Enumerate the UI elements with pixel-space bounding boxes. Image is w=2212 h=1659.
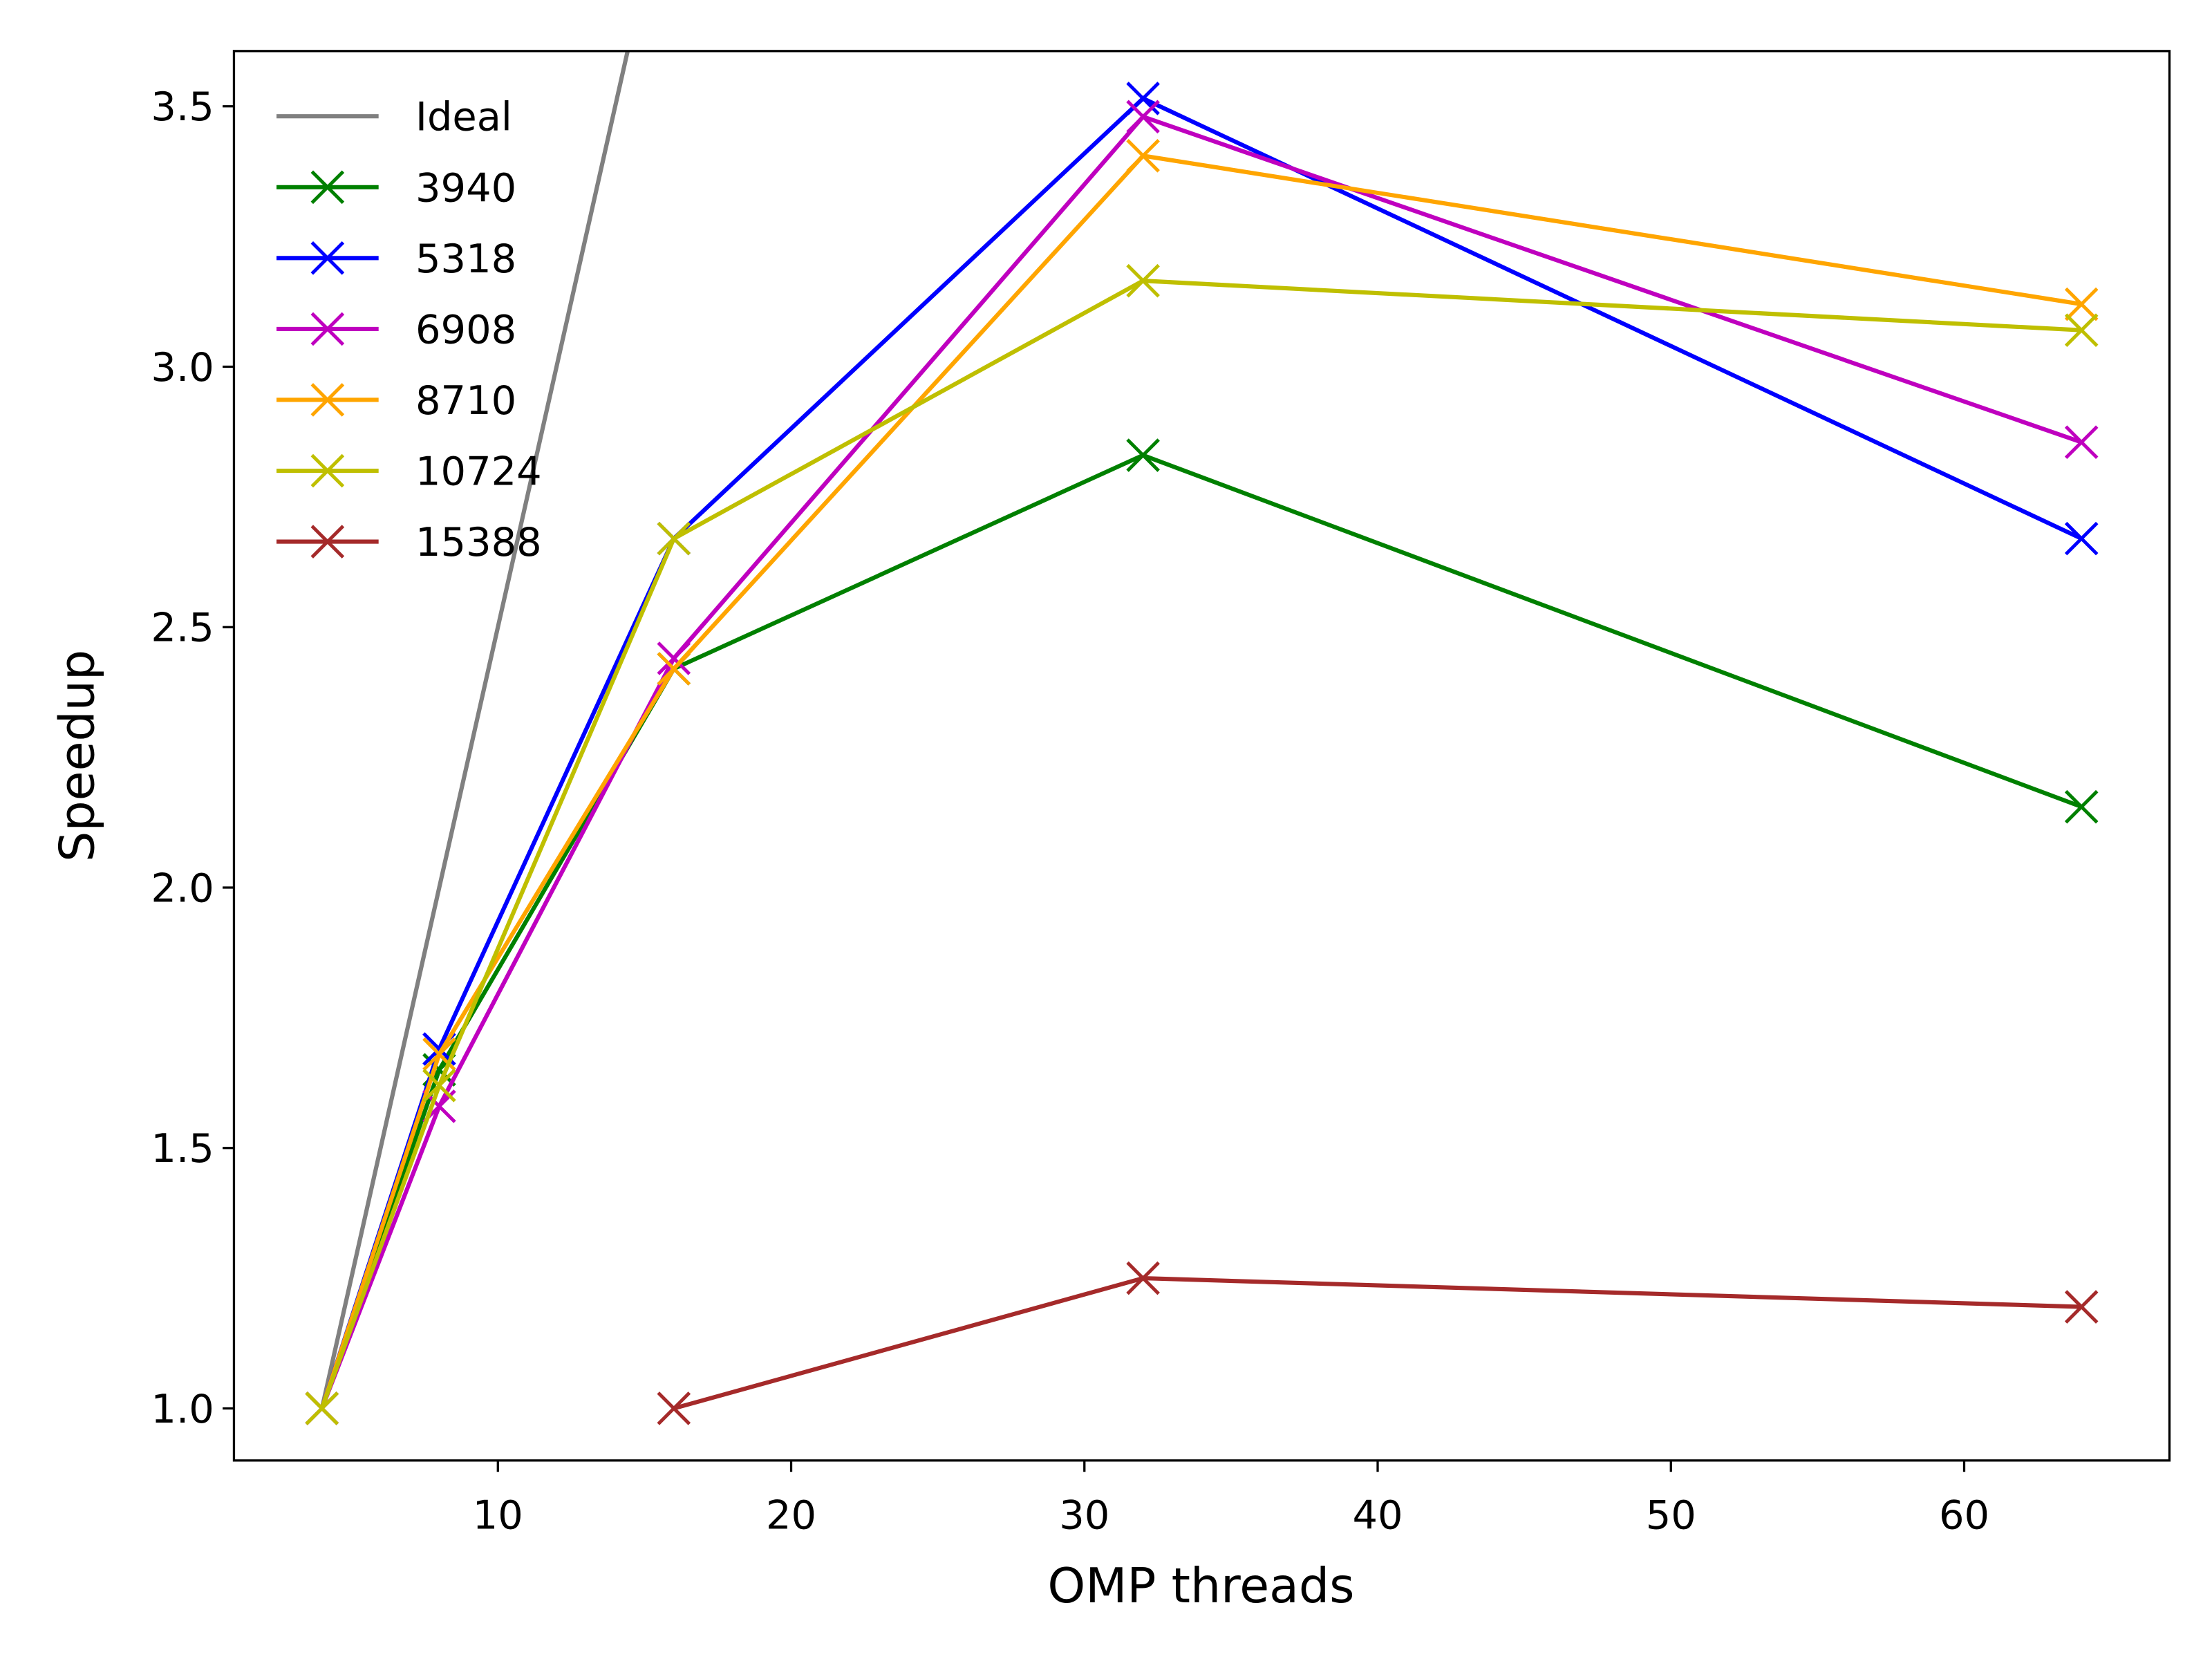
legend-marker (310, 241, 345, 275)
y-tick-label: 2.5 (151, 605, 214, 651)
marker (657, 521, 691, 556)
legend-label: 3940 (415, 165, 516, 211)
y-tick-label: 2.0 (151, 865, 214, 911)
marker (657, 652, 691, 686)
legend-label: 15388 (415, 519, 542, 565)
legend-entry: 3940 (276, 165, 516, 211)
legend-entry: 6908 (276, 306, 516, 353)
marker (1126, 100, 1160, 134)
marker (1126, 438, 1160, 472)
legend-entry: Ideal (276, 94, 512, 140)
legend-marker (310, 383, 345, 417)
legend-marker (310, 312, 345, 346)
marker (2064, 789, 2099, 824)
marker (1126, 138, 1160, 173)
legend-entry: 15388 (276, 519, 542, 565)
x-tick-label: 10 (473, 1492, 523, 1538)
marker (422, 1068, 456, 1103)
y-tick-label: 3.5 (151, 84, 214, 130)
legend-label: 6908 (415, 306, 516, 353)
marker (1126, 1261, 1160, 1295)
marker (1126, 263, 1160, 298)
y-tick-label: 1.5 (151, 1125, 214, 1172)
x-tick-label: 30 (1059, 1492, 1109, 1538)
y-tick-label: 1.0 (151, 1386, 214, 1432)
legend-label: 10724 (415, 449, 542, 495)
marker (657, 641, 691, 675)
legend-label: 5318 (415, 236, 516, 282)
y-tick-label: 3.0 (151, 344, 214, 391)
plot-area (305, 50, 2099, 1425)
legend-marker (310, 525, 345, 559)
marker (305, 1391, 339, 1425)
marker (2064, 1290, 2099, 1324)
marker (2064, 521, 2099, 556)
x-axis-label: OMP threads (1047, 1558, 1354, 1614)
marker (2064, 287, 2099, 321)
legend-marker (310, 453, 345, 488)
legend-entry: 8710 (276, 377, 516, 424)
legend-marker (310, 170, 345, 205)
x-tick-label: 20 (766, 1492, 816, 1538)
marker (1126, 82, 1160, 115)
y-axis-label: Speedup (49, 650, 105, 862)
legend-entry: 10724 (276, 449, 542, 495)
series-line (319, 50, 630, 1409)
legend-label: 8710 (415, 377, 516, 424)
marker (657, 1391, 691, 1425)
plot-frame (232, 50, 2171, 1462)
marker (2064, 313, 2099, 348)
x-tick-label: 60 (1939, 1492, 1989, 1538)
x-tick-label: 40 (1352, 1492, 1403, 1538)
marker (2064, 425, 2099, 460)
legend-label: Ideal (415, 94, 512, 140)
x-tick-label: 50 (1646, 1492, 1696, 1538)
legend-entry: 5318 (276, 236, 516, 282)
